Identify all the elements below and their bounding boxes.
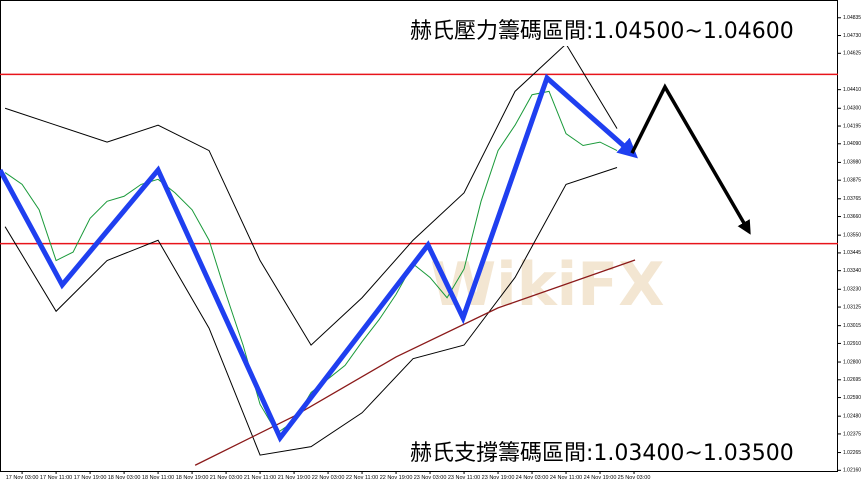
y-tick-label: 1.03340 [843, 268, 861, 274]
trend-arrow [0, 73, 638, 443]
x-tick-label: 21 Nov 19:00 [278, 475, 311, 480]
x-tick-label: 17 Nov 03:00 [6, 475, 39, 480]
y-tick-label: 1.03125 [843, 304, 861, 310]
annotation-bg [405, 12, 835, 46]
x-tick-label: 21 Nov 11:00 [244, 475, 276, 480]
x-tick-label: 24 Nov 19:00 [584, 475, 617, 480]
x-tick-label: 22 Nov 03:00 [312, 475, 345, 480]
y-tick-label: 1.03550 [843, 232, 861, 238]
x-tick-label: 24 Nov 11:00 [550, 475, 582, 480]
y-tick-label: 1.02910 [843, 341, 861, 347]
x-tick-label: 18 Nov 03:00 [108, 475, 141, 480]
x-tick-label: 23 Nov 03:00 [414, 475, 447, 480]
y-tick-label: 1.02695 [843, 377, 861, 383]
x-tick-label: 24 Nov 03:00 [516, 475, 549, 480]
y-tick-label: 1.04835 [843, 15, 861, 21]
y-tick-label: 1.03660 [843, 214, 861, 220]
y-tick-label: 1.04625 [843, 51, 861, 57]
series-line [4, 90, 618, 434]
y-tick-label: 1.02265 [843, 450, 861, 456]
y-tick-label: 1.03230 [843, 287, 861, 293]
x-tick-label: 18 Nov 11:00 [142, 475, 174, 480]
y-tick-label: 1.03875 [843, 178, 861, 184]
x-tick-label: 23 Nov 19:00 [482, 475, 515, 480]
x-tick-label: 23 Nov 11:00 [448, 475, 480, 480]
y-tick-label: 1.04300 [843, 106, 861, 112]
y-tick-label: 1.03015 [843, 323, 861, 329]
y-tick-label: 1.02800 [843, 359, 861, 365]
x-tick-label: 21 Nov 03:00 [210, 475, 243, 480]
x-tick-label: 25 Nov 03:00 [618, 475, 651, 480]
y-tick-label: 1.03765 [843, 196, 861, 202]
series-line [4, 167, 618, 456]
y-tick-label: 1.02375 [843, 431, 861, 437]
y-tick-label: 1.04090 [843, 141, 861, 147]
y-tick-label: 1.02160 [843, 468, 861, 474]
trend-arrow [630, 83, 751, 235]
plot-frame [0, 0, 838, 472]
support-annotation: 赫氏支撐籌碼區間:1.03400~1.03500 [410, 441, 794, 466]
series-line [4, 43, 618, 346]
y-tick-label: 1.03445 [843, 250, 861, 256]
x-tick-label: 17 Nov 11:00 [40, 475, 72, 480]
y-tick-label: 1.04410 [843, 87, 861, 93]
watermark: WikiFX [430, 250, 664, 320]
series-line [194, 259, 636, 466]
annotation-bg [405, 432, 835, 466]
y-tick-label: 1.02480 [843, 414, 861, 420]
y-tick-label: 1.03980 [843, 160, 861, 166]
x-tick-label: 22 Nov 19:00 [380, 475, 413, 480]
x-tick-label: 17 Nov 19:00 [74, 475, 107, 480]
x-tick-label: 18 Nov 19:00 [176, 475, 209, 480]
y-tick-label: 1.04195 [843, 123, 861, 129]
x-tick-label: 22 Nov 11:00 [346, 475, 378, 480]
resistance-annotation: 赫氏壓力籌碼區間:1.04500~1.04600 [410, 19, 794, 44]
y-tick-label: 1.04730 [843, 33, 861, 39]
y-tick-label: 1.02590 [843, 395, 861, 401]
